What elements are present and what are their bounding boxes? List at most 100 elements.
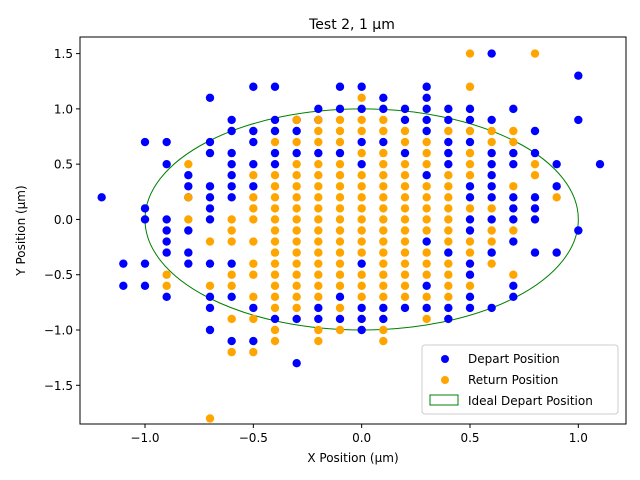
return-point xyxy=(400,204,410,213)
depart-point xyxy=(552,248,561,257)
depart-point xyxy=(292,314,301,324)
return-point xyxy=(335,325,345,335)
depart-point xyxy=(465,270,475,279)
depart-point xyxy=(162,159,171,169)
depart-point xyxy=(270,148,280,158)
depart-point xyxy=(357,325,366,335)
depart-point xyxy=(530,148,540,158)
return-point xyxy=(422,226,431,235)
return-point xyxy=(270,171,280,180)
return-point xyxy=(205,414,215,423)
depart-point xyxy=(335,82,345,91)
return-point xyxy=(314,248,323,257)
y-tick-label: −0.5 xyxy=(44,268,73,282)
return-point xyxy=(487,237,496,246)
depart-point xyxy=(487,115,496,125)
return-point xyxy=(422,204,431,213)
return-point xyxy=(465,204,475,213)
depart-point xyxy=(422,82,431,91)
return-point xyxy=(314,292,323,302)
depart-point xyxy=(184,171,193,180)
return-point xyxy=(357,292,366,302)
depart-point xyxy=(422,93,431,103)
depart-point xyxy=(335,292,345,302)
return-point xyxy=(400,215,410,224)
return-point xyxy=(314,171,323,180)
return-point xyxy=(357,171,366,180)
return-point xyxy=(335,248,345,257)
depart-point xyxy=(270,126,280,136)
return-point xyxy=(465,281,475,290)
depart-point xyxy=(162,237,171,246)
depart-point xyxy=(184,226,193,235)
return-point xyxy=(335,126,345,136)
return-point xyxy=(379,248,388,257)
return-point xyxy=(227,226,236,235)
depart-point xyxy=(227,182,236,191)
return-point xyxy=(227,314,236,324)
return-point xyxy=(444,215,453,224)
legend-marker-depart xyxy=(441,355,449,363)
depart-point xyxy=(140,215,150,224)
return-point xyxy=(249,193,258,202)
return-point xyxy=(422,159,431,169)
y-tick-label: 1.5 xyxy=(54,47,73,61)
return-point xyxy=(465,148,475,158)
return-point xyxy=(205,281,215,290)
depart-point xyxy=(357,137,366,147)
depart-point xyxy=(314,303,323,313)
depart-point xyxy=(270,115,280,125)
return-point xyxy=(314,270,323,279)
return-point xyxy=(357,226,366,235)
return-point xyxy=(249,171,258,180)
return-point xyxy=(335,115,345,125)
return-point xyxy=(270,325,280,335)
return-point xyxy=(379,281,388,290)
depart-point xyxy=(465,137,475,147)
return-point xyxy=(379,259,388,268)
return-point xyxy=(184,215,193,224)
depart-point xyxy=(227,292,236,302)
return-point xyxy=(292,171,301,180)
depart-point xyxy=(530,193,540,202)
return-point xyxy=(270,215,280,224)
return-point xyxy=(465,82,475,91)
return-point xyxy=(400,237,410,246)
depart-point xyxy=(227,126,236,136)
depart-point xyxy=(422,126,431,136)
depart-point xyxy=(227,115,236,125)
depart-point xyxy=(292,126,301,136)
return-point xyxy=(249,259,258,268)
depart-point xyxy=(487,148,496,158)
depart-point xyxy=(270,159,280,169)
return-point xyxy=(400,159,410,169)
return-point xyxy=(249,237,258,246)
plot-frame xyxy=(79,36,627,425)
depart-point xyxy=(270,314,280,324)
depart-point xyxy=(444,248,453,257)
depart-point xyxy=(205,325,215,335)
return-point xyxy=(335,171,345,180)
return-point xyxy=(400,226,410,235)
depart-point xyxy=(509,104,518,114)
return-point xyxy=(249,314,258,324)
return-point xyxy=(422,259,431,268)
return-point xyxy=(314,193,323,202)
depart-point xyxy=(487,182,496,191)
return-point xyxy=(270,193,280,202)
return-point xyxy=(509,270,518,279)
return-point xyxy=(530,171,540,180)
depart-point xyxy=(422,303,431,313)
x-tick-label: 0.5 xyxy=(460,431,479,445)
depart-point xyxy=(379,93,388,103)
depart-point xyxy=(357,104,366,114)
return-point xyxy=(379,204,388,213)
return-point xyxy=(379,115,388,125)
return-point xyxy=(530,49,540,58)
points-layer xyxy=(97,49,605,423)
depart-point xyxy=(119,281,128,290)
legend-marker-return xyxy=(441,376,449,384)
depart-point xyxy=(205,182,215,191)
return-point xyxy=(379,148,388,158)
return-point xyxy=(379,325,388,335)
